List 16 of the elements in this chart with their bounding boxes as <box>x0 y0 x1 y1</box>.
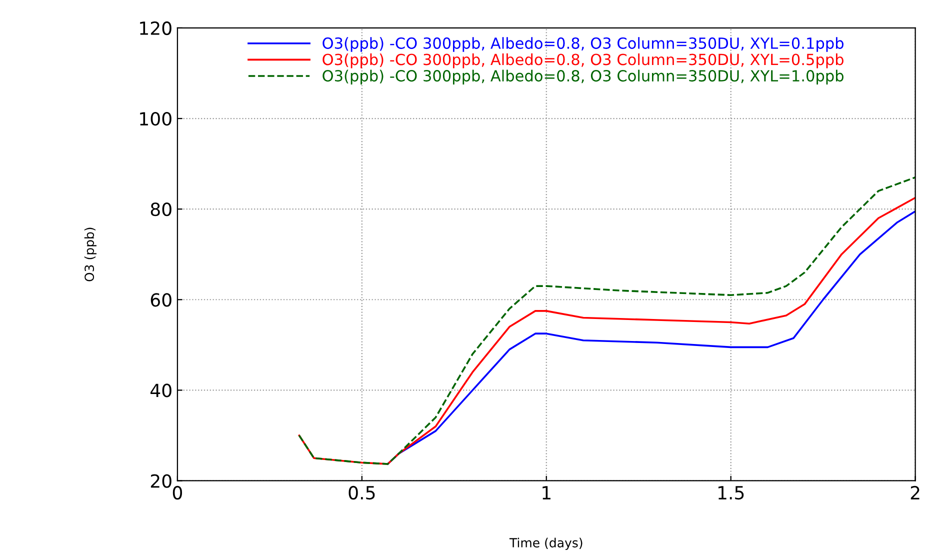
y-tick-label: 20 <box>150 474 172 488</box>
legend-label: O3(ppb) -CO 300ppb, Albedo=0.8, O3 Column=350DU, XYL=0.5ppb <box>322 53 844 68</box>
x-tick-label: 1.5 <box>718 486 744 500</box>
x-tick-label: 1 <box>542 486 550 500</box>
x-tick-label: 2 <box>910 486 920 500</box>
legend-label: O3(ppb) -CO 300ppb, Albedo=0.8, O3 Column=350DU, XYL=1.0ppb <box>322 70 844 85</box>
x-axis-title: Time (days) <box>509 538 582 550</box>
y-tick-label: 80 <box>150 202 172 216</box>
y-tick-label: 120 <box>140 21 172 36</box>
y-tick-label: 60 <box>150 293 172 307</box>
legend-label: O3(ppb) -CO 300ppb, Albedo=0.8, O3 Column=350DU, XYL=0.1ppb <box>322 37 844 52</box>
y-tick-label: 100 <box>140 112 172 126</box>
x-tick-label: 0.5 <box>348 486 375 500</box>
y-tick-label: 40 <box>150 384 172 398</box>
y-axis-title: O3 (ppb) <box>84 228 96 282</box>
x-tick-label: 0 <box>172 486 182 500</box>
